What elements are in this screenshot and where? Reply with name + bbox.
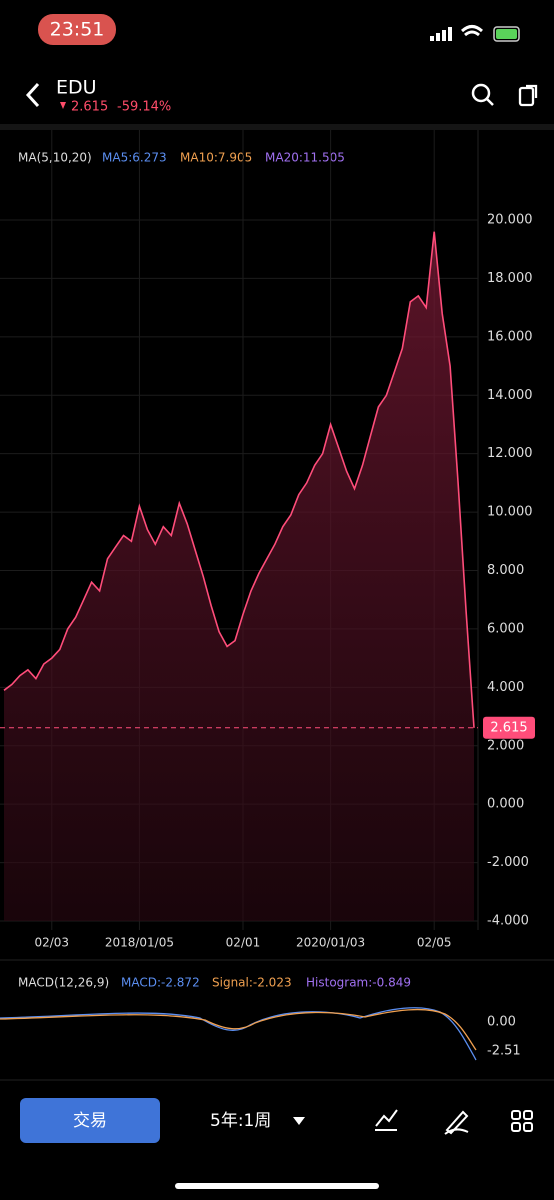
y-tick-label: 12.000 [487, 446, 533, 461]
ma-title: MA(5,10,20) [18, 151, 92, 165]
price-area [3, 231, 475, 921]
y-tick-label: 18.000 [487, 271, 533, 286]
y-tick-label: 14.000 [487, 388, 533, 403]
down-arrow [60, 102, 66, 109]
macd-value: MACD:-2.872 [121, 976, 200, 990]
x-tick-label: 2020/01/03 [296, 936, 365, 950]
y-tick-label: -4.000 [487, 914, 529, 929]
y-tick-label: 16.000 [487, 329, 533, 344]
y-tick-label: 20.000 [487, 213, 533, 228]
period-selector[interactable]: 5年:1周 [210, 1111, 271, 1131]
y-tick-label: -2.000 [487, 855, 529, 870]
current-price-label: 2.615 [490, 720, 527, 735]
trade-label: 交易 [73, 1111, 107, 1131]
time: 23:51 [50, 19, 105, 41]
x-tick-label: 2018/01/05 [105, 936, 174, 950]
divider [0, 124, 554, 130]
draw-button[interactable] [444, 1110, 469, 1135]
battery-icon [493, 26, 520, 42]
current-price-tag [483, 716, 535, 739]
x-tick-label: 02/01 [226, 936, 261, 950]
y-tick-label: 2.000 [487, 738, 524, 753]
y-tick-label: 4.000 [487, 680, 524, 695]
home-indicator [175, 1183, 379, 1189]
x-tick-label: 02/05 [417, 936, 452, 950]
macd-line [0, 1007, 477, 1061]
indicator-button[interactable] [375, 1109, 398, 1131]
ma20: MA20:11.505 [265, 151, 345, 165]
histogram-value: Histogram:-0.849 [306, 976, 411, 990]
trade-button[interactable] [20, 1098, 160, 1143]
macd-tick: -2.51 [487, 1044, 521, 1059]
search-button[interactable] [471, 83, 494, 106]
signal-value: Signal:-2.023 [212, 976, 292, 990]
y-tick-label: 6.000 [487, 621, 524, 636]
y-tick-label: 10.000 [487, 505, 533, 520]
signal-icon [430, 27, 452, 41]
battery-level [496, 29, 517, 39]
change: -59.14% [117, 100, 171, 115]
x-tick-label: 02/03 [34, 936, 69, 950]
signal-line [0, 1008, 477, 1051]
ma5: MA5:6.273 [102, 151, 167, 165]
time-pill [38, 14, 116, 45]
back-button[interactable] [25, 82, 40, 108]
y-tick-label: 0.000 [487, 797, 524, 812]
price: 2.615 [71, 100, 108, 115]
price-line [3, 231, 475, 728]
symbol: EDU [56, 77, 97, 99]
share-button[interactable] [518, 84, 538, 107]
dropdown-arrow [293, 1117, 305, 1125]
wifi-icon [460, 25, 484, 37]
more-button[interactable] [511, 1110, 533, 1132]
macd-title: MACD(12,26,9) [18, 976, 109, 990]
y-tick-label: 8.000 [487, 563, 524, 578]
macd-tick: 0.00 [487, 1015, 516, 1030]
ma10: MA10:7.905 [180, 151, 252, 165]
